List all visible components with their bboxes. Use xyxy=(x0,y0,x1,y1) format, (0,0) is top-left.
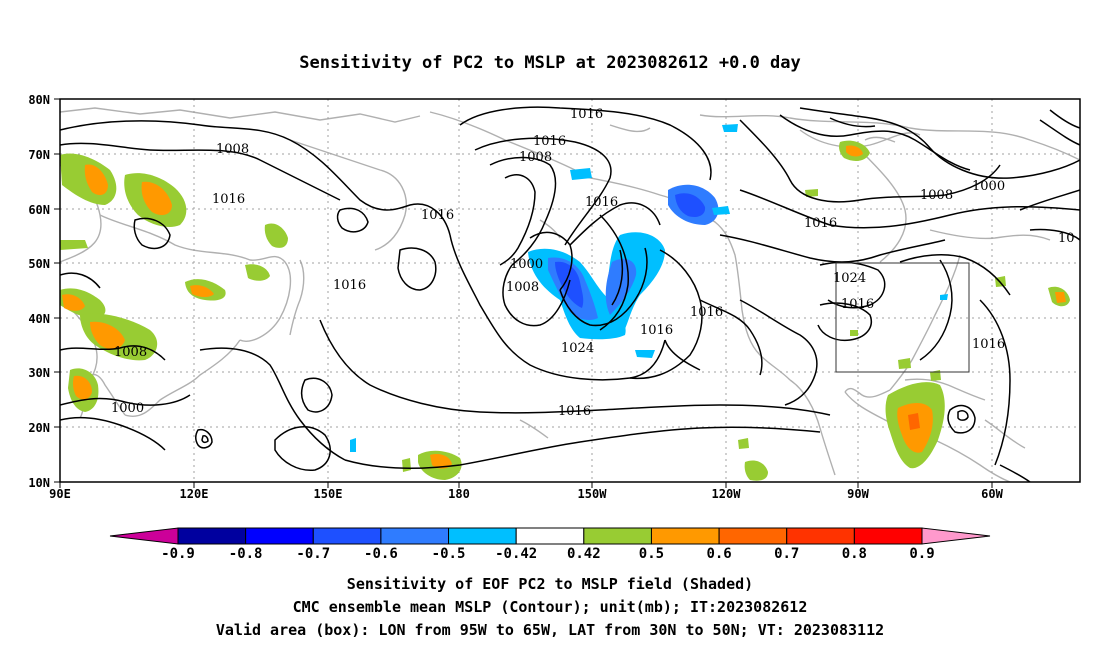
colorbar-swatch xyxy=(650,527,720,545)
lon-label: 120W xyxy=(712,487,742,501)
colorbar-swatch xyxy=(177,527,247,545)
lat-label: 40N xyxy=(28,312,50,326)
contour-label: 1016 xyxy=(841,297,874,312)
colorbar-swatch xyxy=(245,527,314,545)
colorbar-label: -0.7 xyxy=(296,546,330,562)
lon-label: 90W xyxy=(847,487,869,501)
contour-label: 1008 xyxy=(920,188,953,203)
colorbar-label: -0.8 xyxy=(229,546,263,562)
contour-label: 1016 xyxy=(558,404,591,419)
latitude-labels: 80N 70N 60N 50N 40N 30N 20N 10N xyxy=(28,93,50,490)
colorbar-label: -0.6 xyxy=(364,546,398,562)
caption-line-3: Valid area (box): LON from 95W to 65W, L… xyxy=(216,621,884,639)
lat-label: 80N xyxy=(28,93,50,107)
captions: Sensitivity of EOF PC2 to MSLP field (Sh… xyxy=(216,575,884,639)
lon-label: 90E xyxy=(49,487,71,501)
contour-label: 1000 xyxy=(111,401,144,416)
contour-label: 1016 xyxy=(212,192,245,207)
caption-line-2: CMC ensemble mean MSLP (Contour); unit(m… xyxy=(293,598,808,616)
colorbar: -0.9 -0.8 -0.7 -0.6 -0.5 -0.42 0.42 0.5 0.6 0.7 0.… xyxy=(109,527,991,562)
contour-label: 1024 xyxy=(561,341,594,356)
colorbar-swatch xyxy=(853,527,923,545)
map-frame xyxy=(59,98,1081,483)
contour-label: 1016 xyxy=(690,305,723,320)
colorbar-swatch xyxy=(718,527,788,545)
colorbar-swatch xyxy=(380,527,450,545)
colorbar-label: 0.6 xyxy=(706,546,731,562)
colorbar-label: 0.8 xyxy=(842,546,867,562)
contour-label: 1016 xyxy=(972,337,1005,352)
valid-area-box xyxy=(835,262,970,373)
colorbar-label: -0.5 xyxy=(432,546,466,562)
colorbar-label: 0.9 xyxy=(909,546,934,562)
contour-label: 1016 xyxy=(533,134,566,149)
longitude-labels: 90E 120E 150E 180 150W 120W 90W 60W xyxy=(49,487,1003,501)
contour-label: 1024 xyxy=(833,271,866,286)
colorbar-high-end xyxy=(921,527,991,545)
grid-lines xyxy=(60,99,1080,482)
colorbar-label: 0.42 xyxy=(567,546,601,562)
contour-label: 1016 xyxy=(570,107,603,122)
caption-line-1: Sensitivity of EOF PC2 to MSLP field (Sh… xyxy=(347,575,753,593)
tick-marks xyxy=(54,98,993,488)
colorbar-swatch xyxy=(583,527,652,545)
contour-label: 1008 xyxy=(114,345,147,360)
contour-label: 1016 xyxy=(804,216,837,231)
lon-label: 150W xyxy=(578,487,608,501)
contour-label: 1016 xyxy=(585,195,618,210)
lat-label: 10N xyxy=(28,476,50,490)
lat-label: 60N xyxy=(28,203,50,217)
map-title: Sensitivity of PC2 to MSLP at 2023082612… xyxy=(299,53,801,73)
lon-label: 150E xyxy=(314,487,343,501)
map-panel: 1016 1016 1008 1008 1016 1016 1016 1000 … xyxy=(28,93,1081,501)
colorbar-low-end xyxy=(109,527,179,545)
contour-label: 1008 xyxy=(216,142,249,157)
lon-label: 120E xyxy=(180,487,209,501)
coastlines xyxy=(60,107,1080,482)
colorbar-swatch xyxy=(448,527,517,545)
lat-label: 50N xyxy=(28,257,50,271)
colorbar-label: 0.7 xyxy=(774,546,799,562)
lon-label: 180 xyxy=(448,487,470,501)
contour-label: 1000 xyxy=(510,257,543,272)
contour-label: 1016 xyxy=(640,323,673,338)
mslp-contours xyxy=(60,106,1080,482)
colorbar-swatch xyxy=(786,527,855,545)
contour-label: 1016 xyxy=(333,278,366,293)
contour-label: 1016 xyxy=(421,208,454,223)
lat-label: 70N xyxy=(28,148,50,162)
colorbar-swatch xyxy=(515,527,585,545)
lon-label: 60W xyxy=(981,487,1003,501)
contour-label: 10 xyxy=(1058,231,1075,246)
contour-label: 1000 xyxy=(972,179,1005,194)
lat-label: 30N xyxy=(28,366,50,380)
colorbar-label: 0.5 xyxy=(639,546,664,562)
contour-label: 1008 xyxy=(519,150,552,165)
lat-label: 20N xyxy=(28,421,50,435)
contour-label: 1008 xyxy=(506,280,539,295)
colorbar-swatch xyxy=(312,527,382,545)
colorbar-label: -0.42 xyxy=(495,546,537,562)
colorbar-label: -0.9 xyxy=(161,546,195,562)
contour-labels: 1016 1016 1008 1008 1016 1016 1016 1000 … xyxy=(111,107,1075,419)
